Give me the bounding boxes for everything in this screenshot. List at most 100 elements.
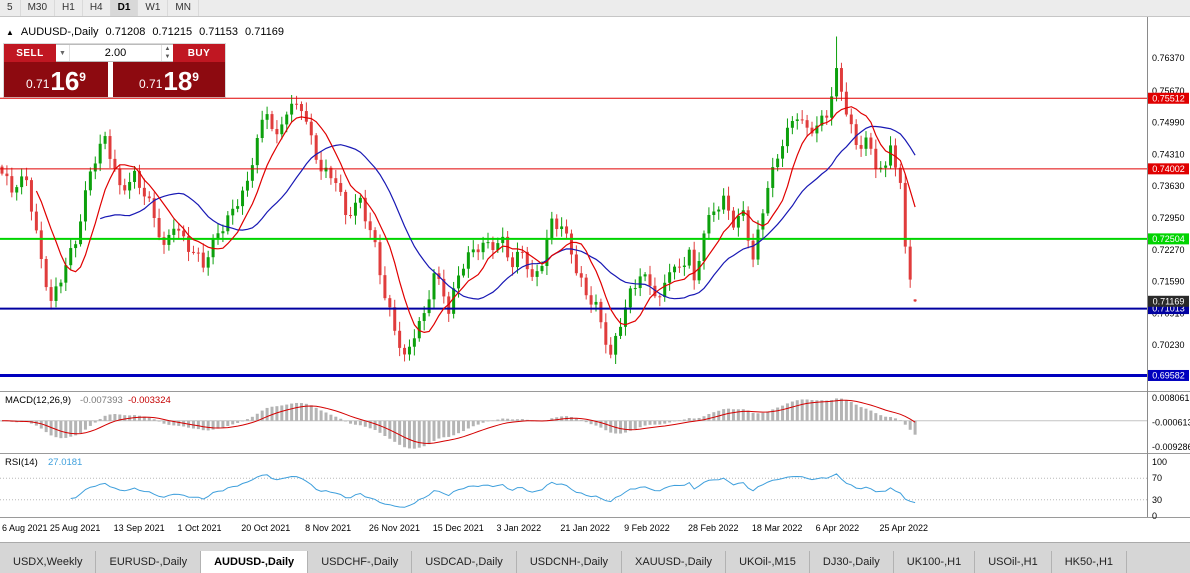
ohlc-open: 0.71208 bbox=[105, 26, 146, 38]
chart-tab-uk100-h1[interactable]: UK100-,H1 bbox=[894, 551, 976, 573]
svg-text:8 Nov 2021: 8 Nov 2021 bbox=[305, 523, 351, 533]
svg-text:0.71013: 0.71013 bbox=[1152, 304, 1185, 314]
macd-signal-line bbox=[2, 399, 916, 445]
svg-text:28 Feb 2022: 28 Feb 2022 bbox=[688, 523, 739, 533]
svg-text:6 Aug 2021: 6 Aug 2021 bbox=[2, 523, 48, 533]
one-click-trading-panel: SELL ▼ 2.00 ▲ ▼ BUY 0.71 16 9 0.71 18 9 bbox=[4, 44, 225, 97]
svg-text:18 Mar 2022: 18 Mar 2022 bbox=[752, 523, 803, 533]
buy-price-main: 18 bbox=[163, 66, 193, 96]
macd-label: MACD(12,26,9) -0.007393 -0.003324 bbox=[5, 395, 171, 406]
svg-text:25 Aug 2021: 25 Aug 2021 bbox=[50, 523, 101, 533]
sell-price-main: 16 bbox=[50, 66, 80, 96]
svg-text:9 Feb 2022: 9 Feb 2022 bbox=[624, 523, 670, 533]
price-level-badge: 0.71169 bbox=[1148, 295, 1189, 307]
sell-price-pip: 9 bbox=[79, 70, 86, 84]
svg-text:1 Oct 2021: 1 Oct 2021 bbox=[177, 523, 221, 533]
svg-text:0.75512: 0.75512 bbox=[1152, 93, 1185, 103]
timeframe-button-mn[interactable]: MN bbox=[168, 0, 199, 16]
chart-tab-ukoil-m15[interactable]: UKOil-,M15 bbox=[726, 551, 810, 573]
chart-canvas[interactable]: 0.76370 0.75670 0.74990 0.74310 0.73630 0.729… bbox=[0, 17, 1190, 542]
ma-fast-line bbox=[35, 106, 916, 334]
volume-input[interactable]: 2.00 bbox=[104, 47, 127, 59]
svg-text:-0.009286: -0.009286 bbox=[1152, 442, 1190, 452]
svg-text:-0.007393: -0.007393 bbox=[80, 395, 123, 406]
timeframe-toolbar: 5 M30 H1 H4 D1 W1 MN bbox=[0, 0, 1190, 17]
svg-text:70: 70 bbox=[1152, 473, 1162, 483]
price-level-badge: 0.71013 bbox=[1148, 303, 1189, 315]
ohlc-low: 0.71153 bbox=[199, 26, 239, 38]
sell-price-button[interactable]: 0.71 16 9 bbox=[4, 62, 108, 97]
svg-text:15 Dec 2021: 15 Dec 2021 bbox=[433, 523, 484, 533]
svg-text:0.70230: 0.70230 bbox=[1152, 340, 1185, 350]
sell-price-prefix: 0.71 bbox=[26, 77, 50, 91]
timeframe-button-5[interactable]: 5 bbox=[0, 0, 21, 16]
svg-text:MACD(12,26,9): MACD(12,26,9) bbox=[5, 395, 71, 406]
volume-dropdown-icon[interactable]: ▼ bbox=[56, 45, 70, 61]
chart-tab-usdx-weekly[interactable]: USDX,Weekly bbox=[0, 551, 97, 573]
svg-text:0.72504: 0.72504 bbox=[1152, 234, 1185, 244]
volume-increase-icon[interactable]: ▲ bbox=[164, 46, 171, 52]
timeframe-button-d1[interactable]: D1 bbox=[110, 0, 139, 16]
svg-text:21 Jan 2022: 21 Jan 2022 bbox=[560, 523, 610, 533]
volume-spinner: ▲ ▼ bbox=[161, 45, 173, 61]
spread-gap bbox=[108, 62, 113, 97]
buy-price-pip: 9 bbox=[192, 70, 199, 84]
svg-text:-0.000613: -0.000613 bbox=[1152, 418, 1190, 428]
svg-text:0.74310: 0.74310 bbox=[1152, 149, 1185, 159]
chart-tab-usoil-h1[interactable]: USOil-,H1 bbox=[975, 551, 1052, 573]
svg-text:0.75670: 0.75670 bbox=[1152, 86, 1185, 96]
price-axis-ticks: 0.76370 0.75670 0.74990 0.74310 0.73630 0.729… bbox=[1152, 53, 1185, 350]
svg-text:0.74002: 0.74002 bbox=[1152, 164, 1185, 174]
svg-text:30: 30 bbox=[1152, 495, 1162, 505]
ohlc-close: 0.71169 bbox=[245, 26, 284, 38]
price-axis[interactable] bbox=[1147, 17, 1190, 517]
timeframe-button-h1[interactable]: H1 bbox=[55, 0, 83, 16]
chart-tab-audusd-daily[interactable]: AUDUSD-,Daily bbox=[201, 551, 309, 573]
timeframe-button-h4[interactable]: H4 bbox=[83, 0, 111, 16]
window-divider bbox=[0, 542, 1190, 552]
chart-tab-usdcad-daily[interactable]: USDCAD-,Daily bbox=[412, 551, 517, 573]
timeframe-button-m30[interactable]: M30 bbox=[21, 0, 56, 16]
svg-text:13 Sep 2021: 13 Sep 2021 bbox=[114, 523, 165, 533]
svg-text:100: 100 bbox=[1152, 457, 1167, 467]
buy-price-button[interactable]: 0.71 18 9 bbox=[113, 62, 225, 97]
svg-text:0.76370: 0.76370 bbox=[1152, 53, 1185, 63]
chart-tab-dj30-daily[interactable]: DJ30-,Daily bbox=[810, 551, 894, 573]
chart-window: 0.76370 0.75670 0.74990 0.74310 0.73630 0.729… bbox=[0, 17, 1190, 542]
price-level-badge: 0.75512 bbox=[1148, 92, 1189, 104]
ma-slow-line bbox=[99, 125, 916, 300]
price-level-badge: 0.74002 bbox=[1148, 163, 1189, 175]
svg-text:0.71169: 0.71169 bbox=[1153, 296, 1185, 306]
chart-tab-xauusd-daily[interactable]: XAUUSD-,Daily bbox=[622, 551, 727, 573]
chart-tab-eurusd-daily[interactable]: EURUSD-,Daily bbox=[96, 551, 202, 573]
svg-text:27.0181: 27.0181 bbox=[48, 457, 82, 468]
svg-text:0: 0 bbox=[1152, 511, 1157, 521]
volume-decrease-icon[interactable]: ▼ bbox=[164, 54, 171, 60]
price-level-badge: 0.69582 bbox=[1148, 369, 1189, 381]
svg-text:0.008061: 0.008061 bbox=[1152, 393, 1190, 403]
svg-text:20 Oct 2021: 20 Oct 2021 bbox=[241, 523, 290, 533]
chart-tab-usdcnh-daily[interactable]: USDCNH-,Daily bbox=[517, 551, 623, 573]
chart-tab-hk50-h1[interactable]: HK50-,H1 bbox=[1052, 551, 1127, 573]
time-axis[interactable] bbox=[0, 517, 1190, 542]
volume-box: ▼ 2.00 ▲ ▼ bbox=[56, 44, 173, 62]
svg-text:0.69582: 0.69582 bbox=[1152, 370, 1185, 380]
svg-text:25 Apr 2022: 25 Apr 2022 bbox=[879, 523, 928, 533]
symbol-marker-icon: ▲ bbox=[6, 27, 14, 37]
buy-button[interactable]: BUY bbox=[173, 44, 225, 62]
level-lines-layer[interactable] bbox=[0, 97, 1147, 377]
timeframe-button-w1[interactable]: W1 bbox=[138, 0, 169, 16]
time-axis-labels: 6 Aug 202125 Aug 2021 13 Sep 2021 1 Oct 20… bbox=[2, 523, 928, 533]
price-level-badge: 0.72504 bbox=[1148, 233, 1189, 245]
sell-button[interactable]: SELL bbox=[4, 44, 56, 62]
svg-text:0.72270: 0.72270 bbox=[1152, 245, 1185, 255]
svg-text:RSI(14): RSI(14) bbox=[5, 457, 38, 468]
svg-text:3 Jan 2022: 3 Jan 2022 bbox=[497, 523, 542, 533]
chart-title: ▲ AUDUSD-,Daily 0.71208 0.71215 0.71153 … bbox=[6, 26, 284, 38]
chart-tab-bar: USDX,Weekly EURUSD-,Daily AUDUSD-,Daily USD… bbox=[0, 551, 1190, 573]
rsi-label: RSI(14) 27.0181 bbox=[5, 457, 82, 468]
svg-text:0.74990: 0.74990 bbox=[1152, 118, 1185, 128]
ohlc-high: 0.71215 bbox=[152, 26, 193, 38]
chart-tab-usdchf-daily[interactable]: USDCHF-,Daily bbox=[308, 551, 413, 573]
svg-text:-0.003324: -0.003324 bbox=[128, 395, 171, 406]
